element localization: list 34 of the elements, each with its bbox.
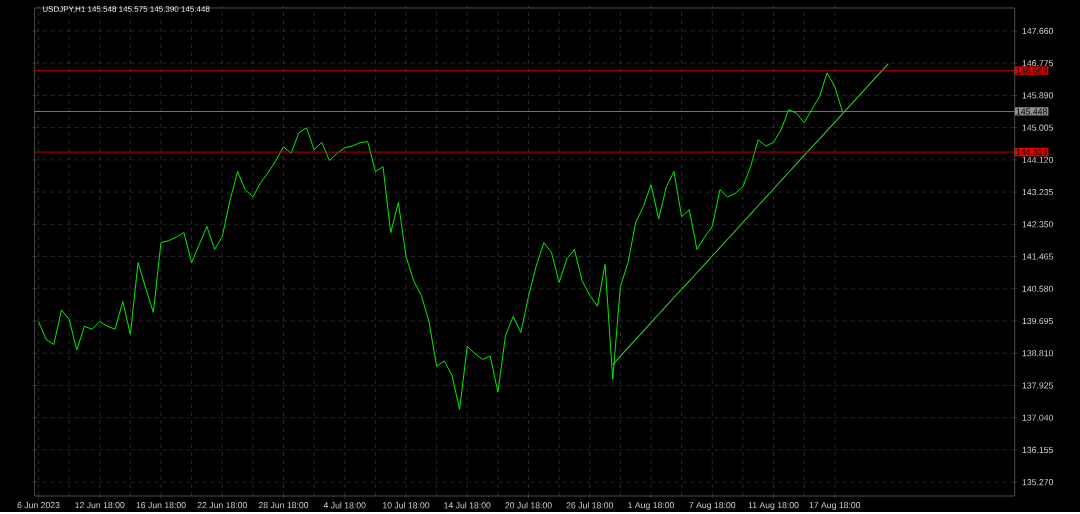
y-tick-label: 145.890 <box>1022 92 1054 99</box>
ref-line-label: 144.333 <box>1016 148 1047 156</box>
y-tick-label: 135.270 <box>1022 478 1054 486</box>
y-tick-label: 147.660 <box>1022 27 1054 34</box>
y-tick-label: 142.350 <box>1022 221 1054 228</box>
x-tick-label: 20 Jul 18:00 <box>505 501 552 509</box>
x-tick-label: 28 Jun 18:00 <box>258 501 309 509</box>
x-tick-label: 10 Jul 18:00 <box>383 501 430 509</box>
y-tick-label: 139.695 <box>1022 317 1054 324</box>
x-tick-label: 12 Jun 18:00 <box>75 501 125 509</box>
x-tick-label: 26 Jul 18:00 <box>566 501 614 509</box>
y-tick-label: 137.040 <box>1022 414 1054 421</box>
x-tick-label: 6 Jun 2023 <box>17 501 60 509</box>
x-tick-label: 1 Aug 18:00 <box>628 501 675 510</box>
chart-title: USDJPY,H1 145.548 145.575 145.390 145.448 <box>42 6 210 13</box>
y-tick-label: 137.925 <box>1022 382 1054 389</box>
y-tick-label: 145.005 <box>1022 124 1054 131</box>
y-tick-label: 136.155 <box>1022 446 1054 453</box>
x-tick-label: 4 Jul 18:00 <box>323 501 366 509</box>
y-tick-label: 141.465 <box>1022 253 1054 260</box>
x-tick-label: 16 Jun 18:00 <box>136 501 186 509</box>
x-tick-label: 22 Jun 18:00 <box>197 501 247 509</box>
y-tick-label: 144.120 <box>1022 156 1054 163</box>
ref-line-label: 145.448 <box>1016 108 1047 115</box>
x-tick-label: 14 Jul 18:00 <box>444 501 491 509</box>
x-tick-label: 17 Aug 18:00 <box>809 501 861 510</box>
y-tick-label: 146.775 <box>1022 59 1054 67</box>
y-tick-label: 143.235 <box>1022 188 1054 195</box>
line-series <box>38 72 843 410</box>
x-tick-label: 11 Aug 18:00 <box>748 501 799 510</box>
y-tick-label: 138.810 <box>1022 350 1054 357</box>
y-tick-label: 140.580 <box>1022 285 1054 292</box>
ref-line-label: 146.569 <box>1016 67 1047 74</box>
x-tick-label: 7 Aug 18:00 <box>689 501 736 510</box>
